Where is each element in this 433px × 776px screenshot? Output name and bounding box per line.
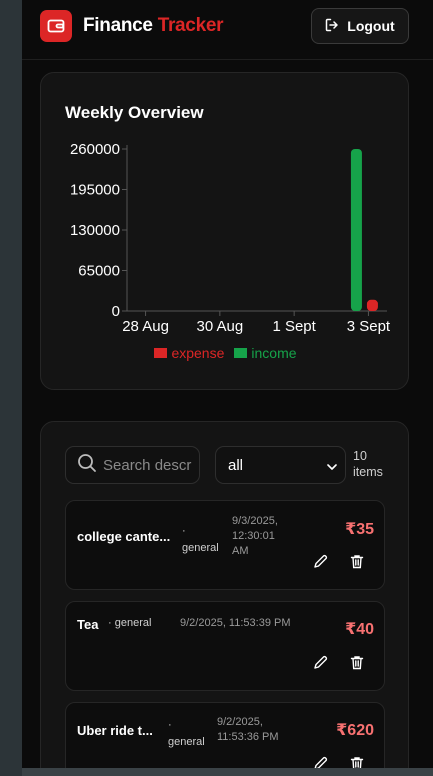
y-tick-label: 260000 [70,141,120,158]
pencil-icon[interactable] [311,552,329,570]
transaction-description: Uber ride t... [77,723,153,738]
legend-swatch [154,348,168,358]
filter-value: all [228,456,244,474]
transaction-date: 9/3/2025, 12:30:01 AM [232,514,278,559]
legend-item-expense: expense [154,345,224,361]
trash-icon[interactable] [348,552,366,570]
transaction-date: 9/2/2025, 11:53:36 PM [217,715,279,745]
x-tick-label: 28 Aug [122,318,169,335]
transaction-description: college cante... [77,529,171,544]
trash-icon[interactable] [348,754,366,768]
pencil-icon[interactable] [311,754,329,768]
transaction-category: · general [108,617,152,629]
transaction-item: college cante... · general 9/3/2025, 12:… [65,500,385,590]
bar-expense [366,299,378,311]
weekly-overview-card: Weekly Overview 0 65000 130000 195000 260000… [40,72,409,390]
item-count-unit: items [353,465,383,479]
legend-label: expense [171,345,225,361]
y-tick-label: 195000 [70,182,120,199]
legend-swatch [234,348,248,358]
x-tick-label: 30 Aug [196,318,243,335]
date-line-2: 12:30:01 [232,530,275,542]
y-tick-label: 0 [112,303,120,320]
app-title: Finance Tracker [83,15,224,37]
brand-second: Tracker [157,15,224,36]
app-container: Finance Tracker Logout Weekly Overview 0… [22,0,433,768]
transaction-description: Tea [77,617,99,632]
logout-button[interactable]: Logout [311,8,409,44]
item-count-number: 10 [353,449,367,463]
brand-first: Finance [83,15,153,36]
transaction-item: Tea · general 9/2/2025, 11:53:39 PM ₹40 [65,601,385,691]
legend-label: income [251,345,297,361]
transaction-amount: ₹35 [345,521,374,538]
bar-income [350,149,362,311]
category-filter-select[interactable]: all [215,446,346,484]
category-label: general [182,542,219,554]
chart-legend: expense income [41,345,410,361]
date-line-1: 9/3/2025, [232,515,278,527]
y-tick-label: 65000 [78,263,120,280]
overview-title: Weekly Overview [65,103,204,122]
transaction-category: · general [182,523,219,557]
date-line-1: 9/2/2025, [217,716,263,728]
logout-label: Logout [347,18,395,34]
pencil-icon[interactable] [311,653,329,671]
search-icon [77,453,97,478]
transaction-date: 9/2/2025, 11:53:39 PM [180,617,291,629]
weekly-chart: 0 65000 130000 195000 260000 28 Aug 30 Aug 1 Se… [70,141,391,335]
legend-item-income: income [234,345,297,361]
transactions-card: Search descr all 10 items college cante.… [40,421,409,768]
transaction-amount: ₹40 [345,621,374,638]
header: Finance Tracker Logout [22,0,433,60]
window-bottom-edge [22,768,433,776]
category-label: general [114,617,152,629]
wallet-icon [40,10,72,42]
date-line-3: AM [232,545,249,557]
trash-icon[interactable] [348,653,366,671]
transaction-item: Uber ride t... · general 9/2/2025, 11:53… [65,702,385,768]
search-field[interactable]: Search descr [65,446,200,484]
chevron-down-icon [327,457,337,474]
transaction-amount: ₹620 [336,722,374,739]
x-tick-label: 1 Sept [272,318,316,335]
search-placeholder: Search descr [103,456,192,474]
x-tick-label: 3 Sept [347,318,391,335]
logout-icon [325,18,339,35]
y-tick-label: 130000 [70,222,120,239]
transaction-category: · general [168,717,205,751]
category-label: general [168,736,205,748]
date-line-2: 11:53:36 PM [217,731,279,743]
item-count: 10 items [353,448,383,480]
